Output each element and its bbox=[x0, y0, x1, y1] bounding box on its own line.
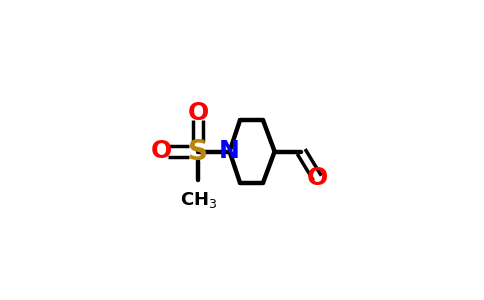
Text: O: O bbox=[151, 140, 172, 164]
Text: O: O bbox=[188, 101, 209, 125]
Text: S: S bbox=[188, 137, 209, 166]
Text: O: O bbox=[307, 166, 328, 190]
Text: N: N bbox=[219, 140, 240, 164]
Text: CH$_3$: CH$_3$ bbox=[180, 190, 217, 210]
